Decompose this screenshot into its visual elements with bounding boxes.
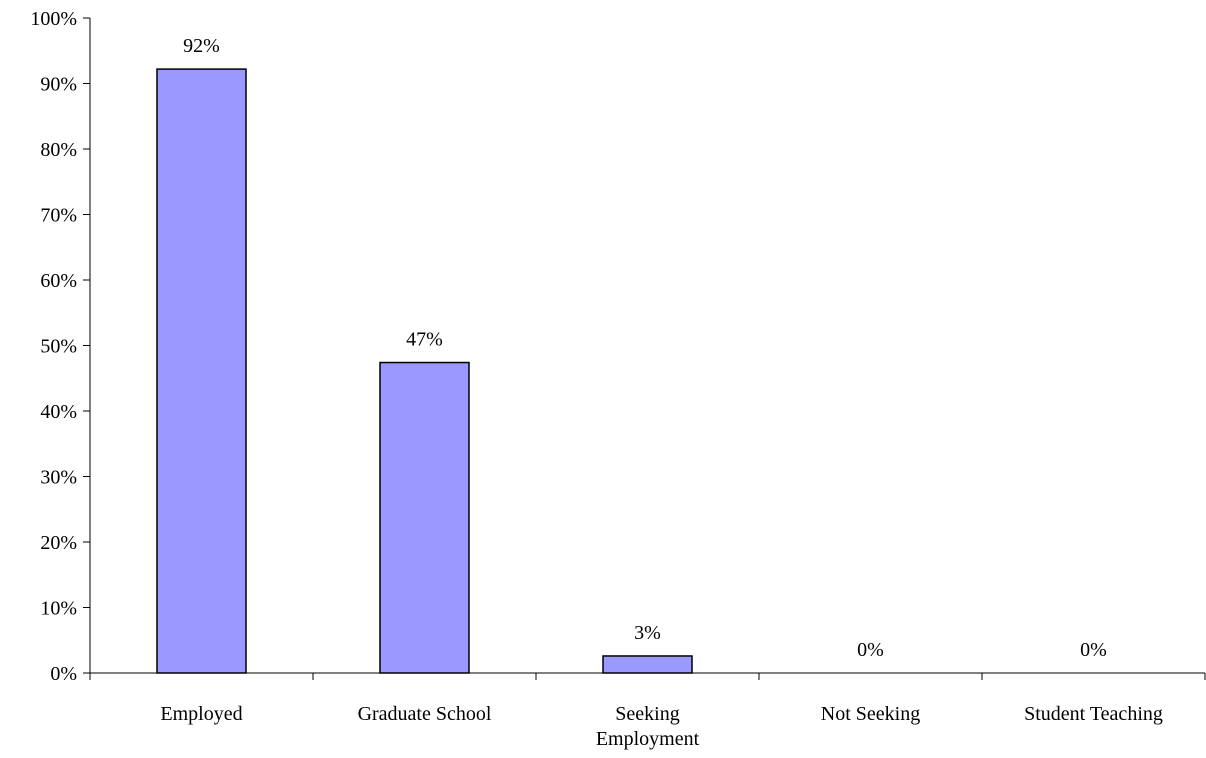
category-labels: Employed Graduate School Seeking Employment…: [160, 703, 1162, 750]
category-label: Seeking Employment: [596, 703, 700, 750]
y-tick-label: 0%: [50, 663, 77, 685]
bar: [156, 68, 247, 674]
bar: [602, 655, 693, 674]
category-label: Employed: [160, 703, 242, 725]
y-axis-ticks: 0% 10% 20% 30% 40% 50% 60% 70% 80% 90% 100%: [30, 8, 90, 685]
data-label: 92%: [183, 35, 220, 57]
y-tick-label: 70%: [40, 205, 77, 227]
bars: [156, 68, 693, 674]
y-tick-label: 80%: [40, 139, 77, 161]
data-labels: 92% 47% 3% 0% 0%: [183, 35, 1107, 661]
y-tick-label: 50%: [40, 336, 77, 358]
category-label: Graduate School: [358, 703, 492, 725]
data-label: 3%: [634, 622, 661, 644]
y-tick-label: 100%: [30, 8, 77, 30]
data-label: 0%: [1080, 639, 1107, 661]
category-label: Not Seeking: [821, 703, 920, 725]
data-label: 0%: [857, 639, 884, 661]
y-tick-label: 40%: [40, 401, 77, 423]
y-tick-label: 90%: [40, 74, 77, 96]
bar: [379, 361, 470, 674]
y-tick-label: 30%: [40, 467, 77, 489]
category-label: Student Teaching: [1024, 703, 1163, 725]
y-tick-label: 60%: [40, 270, 77, 292]
y-tick-label: 20%: [40, 532, 77, 554]
x-axis-ticks: [89, 673, 1206, 680]
data-label: 47%: [406, 329, 443, 351]
y-tick-label: 10%: [40, 598, 77, 620]
